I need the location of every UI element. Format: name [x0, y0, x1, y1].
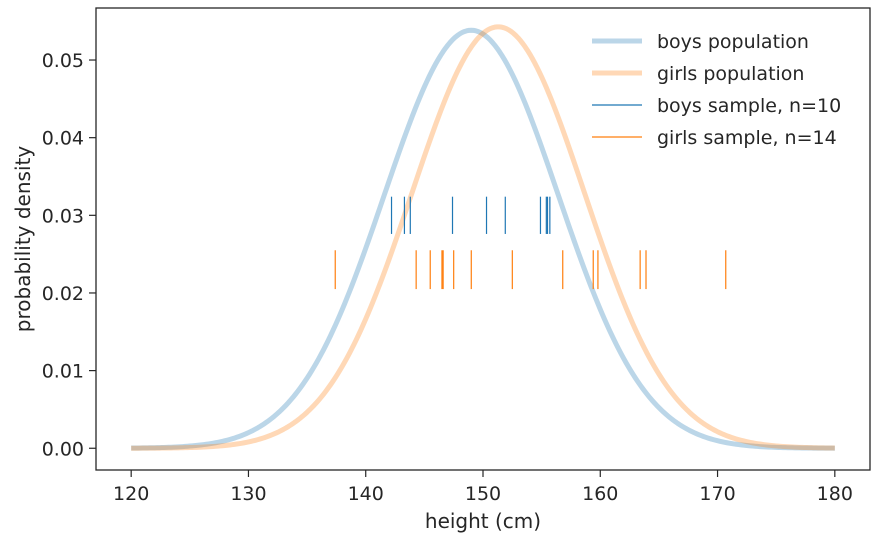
series-line-1	[131, 24, 835, 451]
x-tick-label: 120	[113, 483, 149, 505]
plot-area	[131, 24, 835, 451]
legend-label-0: boys population	[657, 31, 809, 53]
y-tick-label: 0.05	[42, 50, 84, 72]
y-tick-label: 0.03	[42, 205, 84, 227]
x-tick-label: 170	[699, 483, 735, 505]
x-tick-label: 160	[582, 483, 618, 505]
x-tick-label: 150	[465, 483, 501, 505]
legend-label-2: boys sample, n=10	[657, 95, 841, 117]
y-tick-label: 0.04	[42, 128, 84, 150]
y-axis-label: probability density	[11, 146, 35, 333]
x-axis-label: height (cm)	[425, 509, 541, 533]
x-tick-label: 130	[230, 483, 266, 505]
legend-label-1: girls population	[657, 63, 804, 85]
x-tick-label: 180	[817, 483, 853, 505]
legend: boys population girls population boys samp…	[592, 31, 841, 149]
y-tick-label: 0.01	[42, 361, 84, 383]
y-tick-label: 0.02	[42, 283, 84, 305]
legend-label-3: girls sample, n=14	[657, 127, 837, 149]
series-line-0	[131, 27, 835, 451]
y-tick-label: 0.00	[42, 438, 84, 460]
x-axis: 120 130 140 150 160 170 180	[113, 470, 853, 505]
y-axis: 0.00 0.01 0.02 0.03 0.04 0.05	[42, 50, 96, 460]
x-tick-label: 140	[348, 483, 384, 505]
